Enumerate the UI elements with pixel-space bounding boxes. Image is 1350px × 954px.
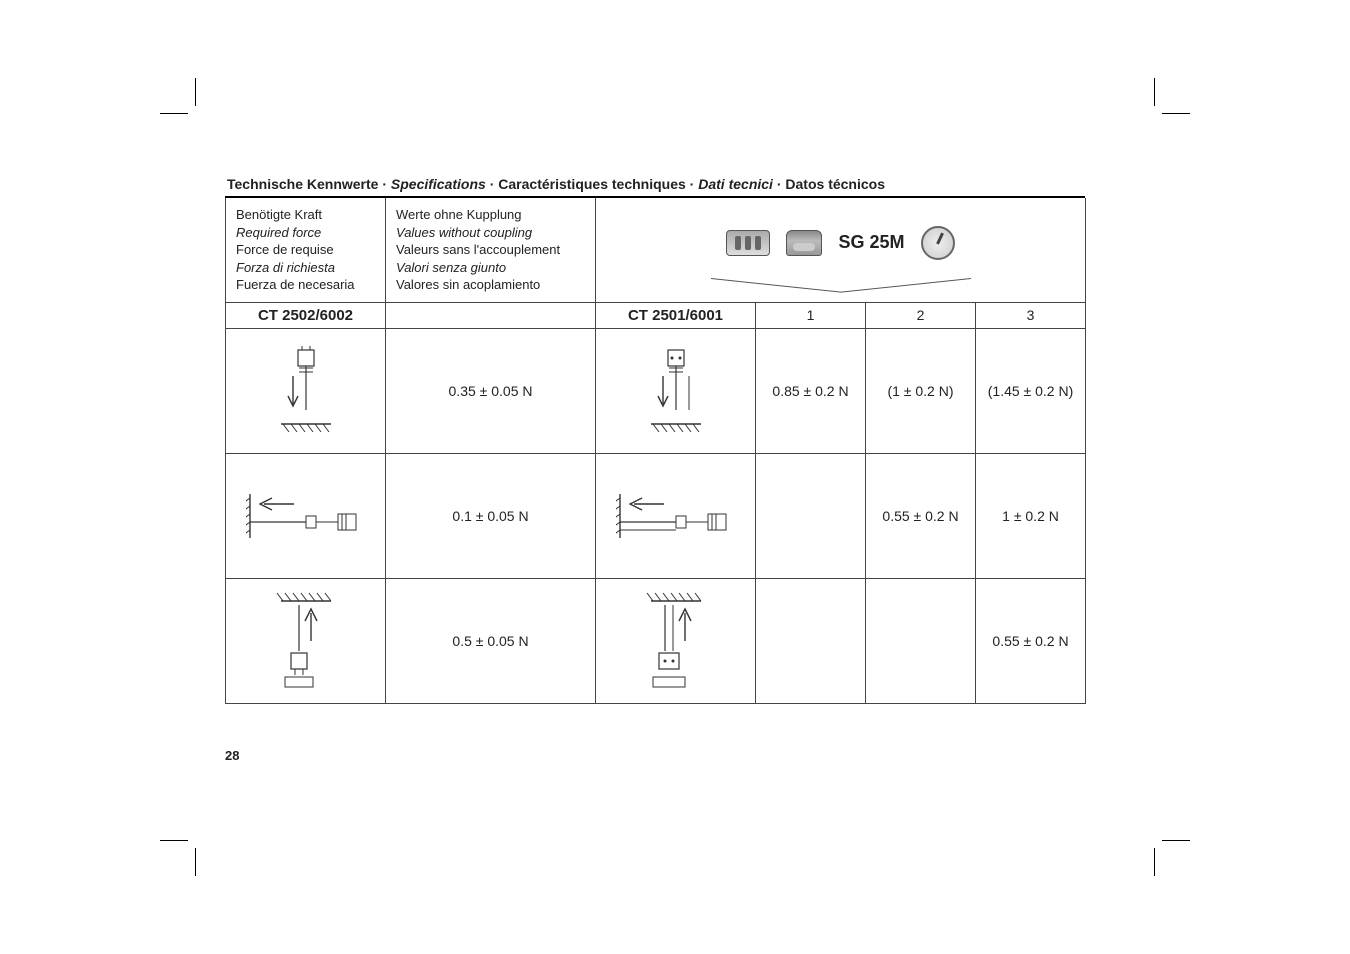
row1-col1 bbox=[756, 453, 866, 578]
probe-horiz-left-icon bbox=[226, 453, 386, 578]
page-number: 28 bbox=[225, 748, 239, 763]
model-left: CT 2502/6002 bbox=[226, 302, 386, 328]
table-row: 0.1 ± 0.05 N bbox=[226, 453, 1086, 578]
col-1: 1 bbox=[756, 302, 866, 328]
spec-table: Benötigte Kraft Required force Force de … bbox=[225, 198, 1086, 704]
dial-icon bbox=[786, 230, 822, 256]
header-left-cell: Benötigte Kraft Required force Force de … bbox=[226, 198, 386, 302]
row2-col1 bbox=[756, 578, 866, 703]
switch-icon bbox=[726, 230, 770, 256]
probe-horiz-right-icon bbox=[596, 453, 756, 578]
title-en: Specifications bbox=[391, 176, 486, 192]
col-3: 3 bbox=[976, 302, 1086, 328]
model-left-empty bbox=[386, 302, 596, 328]
title-it: Dati tecnici bbox=[698, 176, 773, 192]
row2-col3: 0.55 ± 0.2 N bbox=[976, 578, 1086, 703]
probe-down-right-icon bbox=[596, 328, 756, 453]
model-right: CT 2501/6001 bbox=[596, 302, 756, 328]
row2-left-value: 0.5 ± 0.05 N bbox=[386, 578, 596, 703]
title-de: Technische Kennwerte bbox=[227, 176, 378, 192]
row1-col2: 0.55 ± 0.2 N bbox=[866, 453, 976, 578]
header-mid-cell: Werte ohne Kupplung Values without coupl… bbox=[386, 198, 596, 302]
row0-col2: (1 ± 0.2 N) bbox=[866, 328, 976, 453]
probe-up-left-icon bbox=[226, 578, 386, 703]
probe-down-left-icon bbox=[226, 328, 386, 453]
row1-col3: 1 ± 0.2 N bbox=[976, 453, 1086, 578]
sg-label: SG 25M bbox=[838, 232, 904, 253]
row0-left-value: 0.35 ± 0.05 N bbox=[386, 328, 596, 453]
gauge-icon bbox=[921, 226, 955, 260]
spec-section: Technische Kennwerte · Specifications · … bbox=[225, 176, 1085, 704]
title-fr: Caractéristiques techniques bbox=[498, 176, 686, 192]
row1-left-value: 0.1 ± 0.05 N bbox=[386, 453, 596, 578]
row0-col3: (1.45 ± 0.2 N) bbox=[976, 328, 1086, 453]
section-title: Technische Kennwerte · Specifications · … bbox=[225, 176, 1085, 192]
col-2: 2 bbox=[866, 302, 976, 328]
probe-up-right-icon bbox=[596, 578, 756, 703]
title-es: Datos técnicos bbox=[785, 176, 885, 192]
row0-col1: 0.85 ± 0.2 N bbox=[756, 328, 866, 453]
sg-header-cell: SG 25M bbox=[596, 198, 1086, 302]
row2-col2 bbox=[866, 578, 976, 703]
bracket-icon bbox=[711, 262, 971, 280]
table-row: 0.35 ± 0.05 N bbox=[226, 328, 1086, 453]
table-row: 0.5 ± 0.05 N bbox=[226, 578, 1086, 703]
